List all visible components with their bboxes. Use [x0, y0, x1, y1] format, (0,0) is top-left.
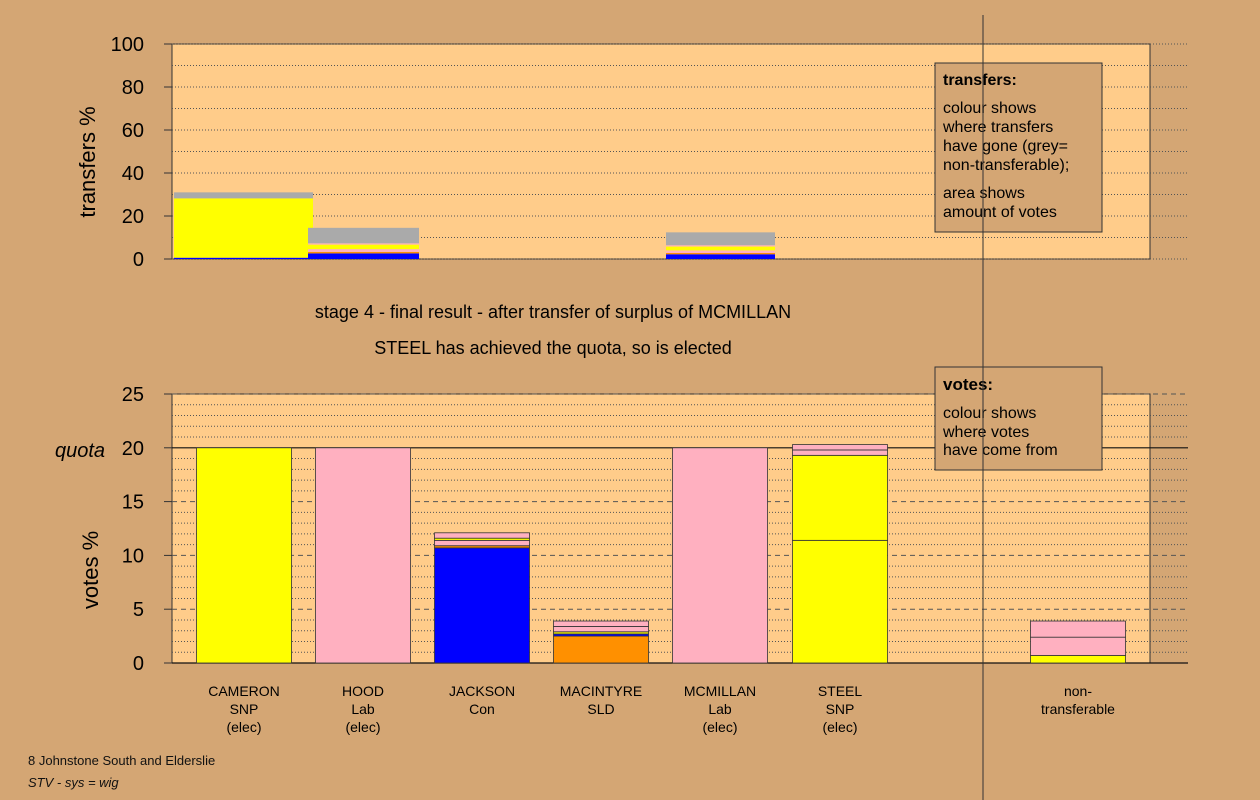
system-note: STV - sys = wig: [28, 775, 119, 790]
nontransferable-label: transferable: [1041, 701, 1115, 717]
votes-tick-label: 10: [122, 545, 144, 567]
transfers-legend-line: where transfers: [942, 119, 1053, 136]
votes-legend-line: colour shows: [943, 405, 1036, 422]
transfer-bar-segment: [308, 249, 419, 252]
candidate-label: SLD: [587, 701, 614, 717]
candidate-label: SNP: [230, 701, 259, 717]
candidate-label: JACKSON: [449, 683, 515, 699]
votes-tick-label: 0: [133, 653, 144, 675]
transfer-bar-segment: [666, 250, 775, 253]
transfer-bar-segment: [666, 246, 775, 251]
votes-y-axis-label: votes %: [78, 531, 103, 609]
candidate-label: MACINTYRE: [560, 683, 642, 699]
vote-bar-segment: [792, 539, 888, 664]
transfer-bar-segment: [174, 257, 313, 259]
candidate-label: (elec): [822, 719, 857, 735]
candidate-label: (elec): [226, 719, 261, 735]
candidate-label: Con: [469, 701, 495, 717]
votes-y-ticks: 0 5 10 15 20 25: [122, 384, 172, 675]
stage-subtitle: STEEL has achieved the quota, so is elec…: [374, 338, 732, 358]
transfers-legend-line: area shows: [943, 185, 1025, 202]
vote-bar-segment: [672, 447, 768, 664]
transfer-bar-segment: [666, 252, 775, 255]
candidate-label: Lab: [708, 701, 732, 717]
transfers-tick-label: 60: [122, 120, 144, 142]
transfer-bar-segment: [308, 244, 419, 250]
candidate-label: HOOD: [342, 683, 384, 699]
transfers-legend-line: colour shows: [943, 100, 1036, 117]
transfers-tick-label: 80: [122, 77, 144, 99]
transfer-bar-segment: [174, 192, 313, 199]
vote-bar-segment: [434, 539, 530, 547]
transfers-tick-label: 20: [122, 206, 144, 228]
ward-name: 8 Johnstone South and Elderslie: [28, 753, 216, 768]
transfer-bar-segment: [666, 254, 775, 259]
transfer-bar-segment: [174, 198, 313, 258]
candidate-label: Lab: [351, 701, 375, 717]
transfer-bar-segment: [308, 227, 419, 244]
transfers-legend: transfers: colour shows where transfers …: [934, 62, 1103, 233]
vote-bar-segment: [553, 620, 649, 627]
vote-bar-segment: [792, 444, 888, 451]
transfers-legend-line: amount of votes: [943, 204, 1057, 221]
vote-bar-segment: [196, 447, 292, 664]
transfers-tick-label: 0: [133, 249, 144, 271]
transfer-bar-segment: [308, 251, 419, 254]
candidate-label: STEEL: [818, 683, 863, 699]
votes-tick-label: 5: [133, 599, 144, 621]
votes-legend-title: votes:: [943, 375, 993, 394]
votes-tick-label: 25: [122, 384, 144, 406]
vote-bar-segment: [792, 449, 888, 456]
candidate-label: CAMERON: [208, 683, 280, 699]
candidate-label: SNP: [826, 701, 855, 717]
candidate-label: MCMILLAN: [684, 683, 756, 699]
transfers-tick-label: 40: [122, 163, 144, 185]
transfers-bars: [174, 192, 775, 259]
vote-bar-segment: [553, 626, 649, 633]
quota-label: quota: [55, 440, 105, 462]
stage-title: stage 4 - final result - after transfer …: [315, 302, 791, 322]
transfer-bar-segment: [308, 253, 419, 259]
vote-bar-segment: [792, 454, 888, 541]
vote-bar-segment: [1030, 620, 1126, 638]
transfer-bar-segment: [308, 243, 419, 245]
transfer-bar-segment: [666, 232, 775, 246]
candidate-label: (elec): [345, 719, 380, 735]
vote-bar-segment: [1030, 636, 1126, 656]
votes-bars: [196, 444, 1126, 664]
votes-tick-label: 20: [122, 438, 144, 460]
vote-bar-segment: [434, 532, 530, 539]
vote-bar-segment: [1030, 655, 1126, 664]
transfers-legend-title: transfers:: [943, 72, 1017, 89]
vote-bar-segment: [315, 447, 411, 664]
vote-bar-segment: [434, 547, 530, 664]
votes-legend-line: have come from: [943, 442, 1058, 459]
votes-legend-line: where votes: [942, 424, 1029, 441]
transfer-bar-segment: [666, 245, 775, 247]
candidate-labels: CAMERON SNP (elec) HOOD Lab (elec) JACKSON Con M…: [208, 683, 1115, 735]
candidate-label: (elec): [702, 719, 737, 735]
votes-legend: votes: colour shows where votes have com…: [934, 366, 1103, 471]
transfers-legend-line: non-transferable);: [943, 157, 1069, 174]
vote-bar-segment: [553, 635, 649, 664]
votes-tick-label: 15: [122, 492, 144, 514]
transfers-y-ticks: 0 20 40 60 80 100: [111, 34, 172, 271]
transfers-tick-label: 100: [111, 34, 144, 56]
transfers-y-axis-label: transfers %: [75, 106, 100, 217]
transfers-legend-line: have gone (grey=: [943, 138, 1068, 155]
nontransferable-label: non-: [1064, 683, 1092, 699]
